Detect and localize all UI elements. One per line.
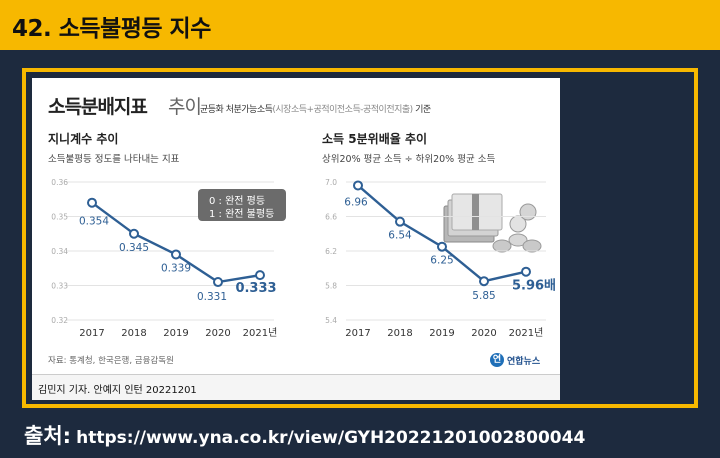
x-tick-label: 2020 [471,328,496,339]
gini-legend: 0 : 완전 평등 1 : 완전 불평등 [198,189,286,221]
data-label: 0.354 [79,216,109,228]
data-point [213,277,223,288]
data-label: 6.25 [430,255,453,267]
x-tick-label: 2017 [79,328,104,339]
y-tick-label: 7.0 [325,178,337,187]
data-point [255,270,265,281]
data-source-note: 자료: 통계청, 한국은행, 금융감독원 [48,356,174,366]
infographic-subtitle: 균등화 처분가능소득(시장소득+공적이전소득-공적이전지출) 기준 [200,102,431,115]
data-point [129,228,139,239]
gini-chart-title: 지니계수 추이 [48,132,119,146]
source-label: 출처: [24,424,72,448]
money-illustration-part [522,239,542,253]
data-point [437,241,447,252]
money-illustration-part [519,203,537,221]
x-tick-label: 2019 [163,328,188,339]
title-bar: 42. 소득불평등 지수 [0,0,720,50]
x-tick-label: 2021년 [243,327,278,339]
infographic-title: 소득분배지표 [48,96,148,118]
data-point [171,249,181,260]
yonhap-logo: 연 연합뉴스 [490,353,550,367]
y-tick-label: 0.33 [51,282,68,291]
subtitle-main: 균등화 처분가능소득 [200,105,273,115]
infographic-title-suffix: 추이 [168,96,202,118]
credit-bar: 김민지 기자. 안예지 인턴 20221201 [32,374,560,400]
legend-equal: 0 : 완전 평등 [209,196,266,207]
data-point [479,276,489,287]
source-link[interactable]: https://www.yna.co.kr/view/GYH2022120100… [76,428,586,448]
x-tick-label: 2019 [429,328,454,339]
y-tick-label: 5.8 [325,282,337,291]
slide-title: 42. 소득불평등 지수 [12,16,211,42]
x-tick-label: 2020 [205,328,230,339]
subtitle-paren: (시장소득+공적이전소득-공적이전지출) [272,105,413,115]
data-label: 0.345 [119,242,149,254]
x-tick-label: 2018 [387,328,412,339]
money-illustration-part [508,233,528,247]
data-label: 5.96배 [512,278,556,294]
yonhap-logo-text: 연합뉴스 [507,357,541,367]
y-tick-label: 0.32 [51,316,68,325]
y-tick-label: 6.6 [325,213,337,222]
x-tick-label: 2018 [121,328,146,339]
infographic-card: 소득분배지표 추이 균등화 처분가능소득(시장소득+공적이전소득-공적이전지출)… [32,78,560,400]
data-point [353,180,363,191]
line-charts: 0.36 0.35 0.34 0.33 0.32 2017 2018 2019 2020 2021… [51,178,556,339]
y-tick-label: 6.2 [325,247,337,256]
source-line: 출처: https://www.yna.co.kr/view/GYH202212… [24,420,585,450]
data-point [395,216,405,227]
quintile-chart-title: 소득 5분위배율 추이 [322,132,428,146]
y-tick-label: 0.34 [51,247,68,256]
data-label: 0.333 [235,281,276,296]
money-illustration-part [472,194,479,230]
data-point [87,197,97,208]
yonhap-logo-icon: 연 [490,353,504,367]
gini-chart-subtitle: 소득불평등 정도를 나타내는 지표 [48,154,180,165]
data-label: 6.96 [344,196,368,208]
data-label: 0.339 [161,262,191,274]
y-tick-label: 0.35 [51,213,68,222]
data-label: 6.54 [388,230,412,242]
quintile-chart-subtitle: 상위20% 평균 소득 ÷ 하위20% 평균 소득 [322,154,496,165]
data-label: 5.85 [472,290,495,302]
credit-text: 김민지 기자. 안예지 인턴 20221201 [38,385,197,396]
x-tick-label: 2021년 [509,327,544,339]
y-tick-label: 5.4 [325,316,337,325]
money-illustration-part [492,239,512,253]
x-tick-label: 2017 [345,328,370,339]
legend-unequal: 1 : 완전 불평등 [209,209,275,220]
subtitle-end: 기준 [415,105,431,115]
data-point [521,266,531,277]
data-label: 0.331 [197,291,227,303]
y-tick-label: 0.36 [51,178,68,187]
